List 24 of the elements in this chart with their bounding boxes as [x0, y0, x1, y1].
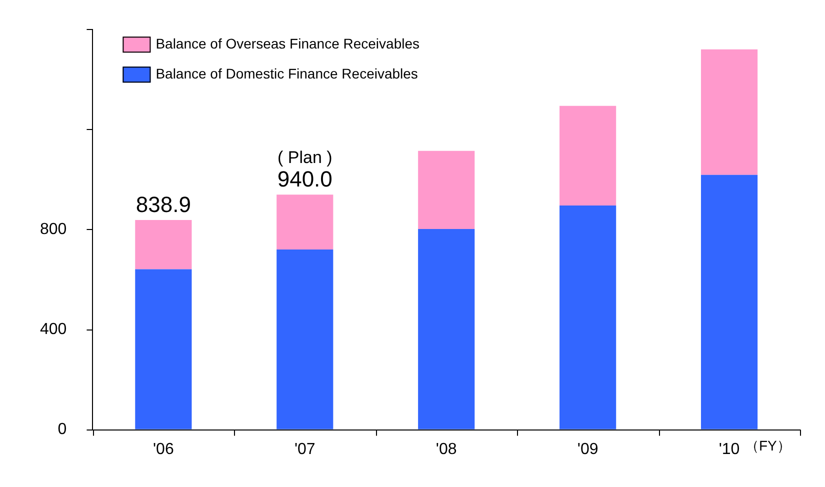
x-tick-label: '08: [436, 440, 457, 458]
bar: [700, 49, 758, 175]
total-label: 940.0: [277, 166, 332, 192]
bar: [276, 194, 334, 250]
legend-label: Balance of Domestic Finance Receivables: [156, 65, 418, 82]
x-axis-title: （FY）: [745, 438, 791, 454]
x-tick-label: '07: [294, 440, 316, 458]
bar: [135, 269, 192, 430]
bar: [700, 174, 758, 430]
y-tick-label: 400: [40, 321, 67, 338]
bar: [418, 228, 475, 430]
x-tick-label: '10: [718, 440, 740, 458]
total-label: 838.9: [136, 192, 191, 218]
bar: [560, 106, 616, 206]
bar: [276, 249, 334, 430]
bar: [418, 150, 475, 229]
annotation: ( Plan ): [277, 148, 332, 167]
y-tick-label: 800: [40, 221, 67, 238]
bar: [135, 220, 192, 270]
legend-label: Balance of Overseas Finance Receivables: [156, 35, 420, 52]
x-tick-label: '06: [152, 440, 174, 458]
y-tick-label: 0: [58, 421, 67, 438]
bar: [560, 205, 616, 430]
x-tick-label: '09: [577, 440, 598, 458]
